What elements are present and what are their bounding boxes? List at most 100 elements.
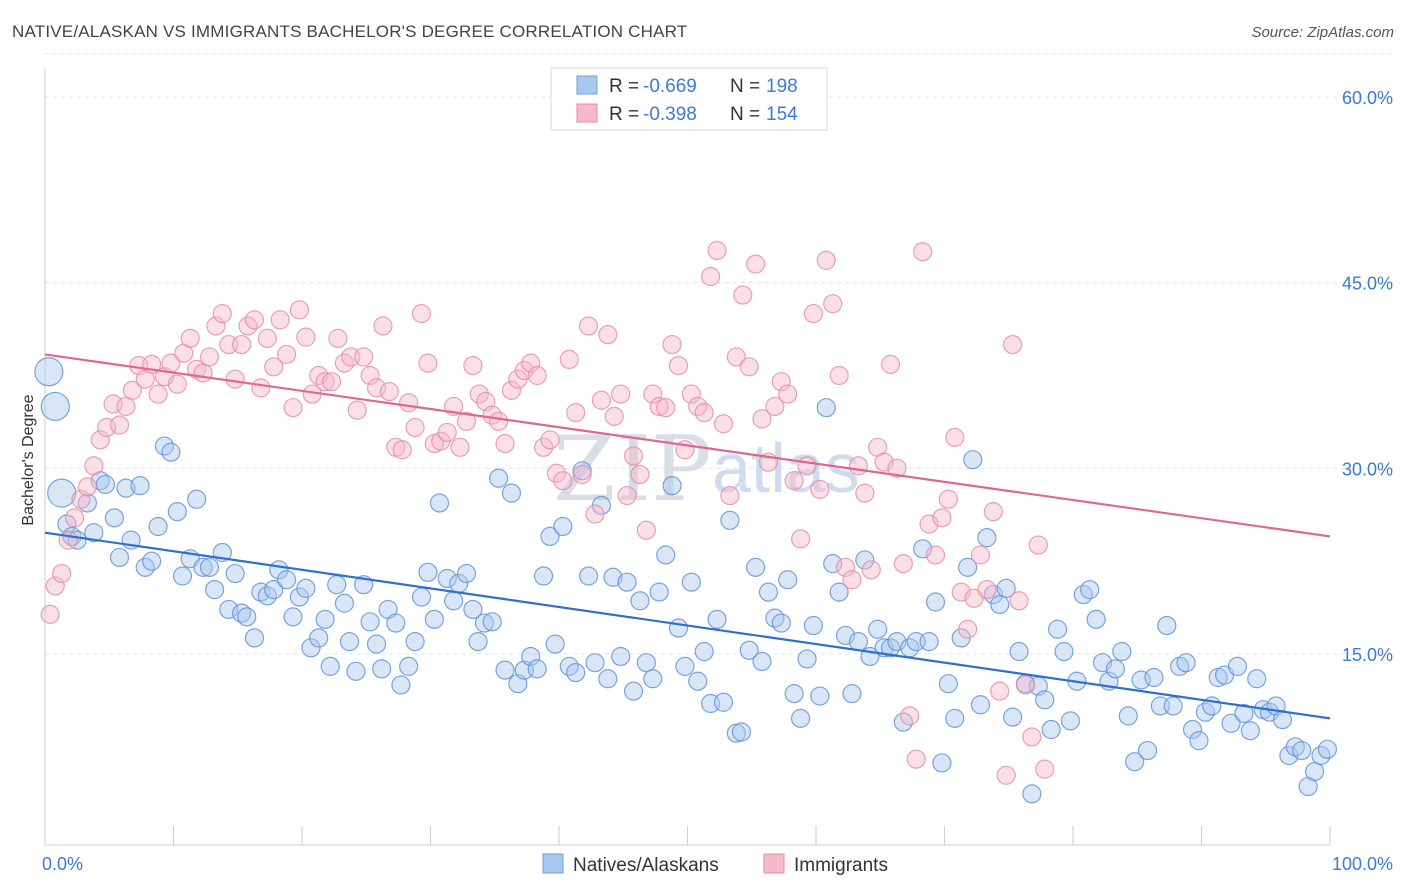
immigrant-point-82 bbox=[566, 403, 586, 423]
y-tick-label-15: 15.0% bbox=[1342, 645, 1393, 665]
native-point-32 bbox=[244, 628, 265, 648]
native-point-187 bbox=[1240, 721, 1260, 741]
immigrant-point-134 bbox=[900, 706, 920, 726]
immigrant-point-62 bbox=[437, 422, 457, 443]
native-point-171 bbox=[1137, 740, 1158, 761]
chart-title: NATIVE/ALASKAN VS IMMIGRANTS BACHELOR'S … bbox=[12, 22, 688, 41]
immigrant-point-88 bbox=[604, 406, 624, 426]
native-point-113 bbox=[765, 608, 785, 628]
immigrant-point-147 bbox=[983, 502, 1003, 522]
immigrant-point-127 bbox=[855, 483, 875, 503]
native-point-184 bbox=[1221, 713, 1241, 733]
bottom-legend-label-natives: Natives/Alaskans bbox=[573, 855, 719, 876]
legend-n-label-immigrants: N = bbox=[730, 104, 760, 125]
immigrant-point-17 bbox=[148, 384, 168, 404]
source-credit: Source: ZipAtlas.com bbox=[1251, 24, 1394, 41]
native-point-16 bbox=[142, 551, 162, 571]
native-point-108 bbox=[731, 722, 752, 742]
immigrant-point-48 bbox=[347, 400, 367, 420]
native-point-195 bbox=[1292, 740, 1312, 761]
native-point-63 bbox=[444, 591, 464, 611]
bottom-legend: Natives/Alaskans Immigrants bbox=[542, 853, 888, 876]
native-point-167 bbox=[1112, 641, 1132, 662]
native-point-145 bbox=[970, 695, 991, 715]
native-point-141 bbox=[945, 708, 965, 728]
native-point-101 bbox=[688, 671, 708, 691]
axes bbox=[44, 68, 1331, 846]
immigrant-point-83 bbox=[572, 464, 592, 485]
native-point-48 bbox=[346, 661, 366, 681]
native-point-146 bbox=[977, 528, 997, 548]
native-point-178 bbox=[1182, 719, 1203, 740]
bottom-legend-swatch-immigrants bbox=[763, 853, 785, 874]
immigrant-point-108 bbox=[733, 285, 753, 305]
native-point-185 bbox=[1227, 656, 1248, 676]
immigrant-point-116 bbox=[784, 471, 804, 491]
immigrant-point-104 bbox=[707, 240, 727, 261]
native-point-56 bbox=[399, 656, 419, 676]
immigrant-point-81 bbox=[559, 349, 579, 370]
immigrant-point-89 bbox=[611, 384, 631, 404]
native-point-105 bbox=[713, 692, 734, 712]
native-point-175 bbox=[1163, 696, 1183, 716]
immigrant-point-26 bbox=[206, 316, 226, 336]
immigrant-point-12 bbox=[116, 396, 136, 417]
native-point-143 bbox=[958, 557, 978, 577]
immigrant-point-75 bbox=[521, 353, 541, 373]
native-point-119 bbox=[803, 615, 824, 636]
native-point-72 bbox=[501, 483, 522, 503]
native-point-78 bbox=[540, 526, 560, 547]
immigrant-point-51 bbox=[366, 378, 387, 398]
native-point-19 bbox=[161, 442, 181, 462]
immigrant-point-125 bbox=[842, 570, 862, 590]
native-point-115 bbox=[778, 570, 798, 590]
native-point-84 bbox=[578, 566, 599, 586]
native-point-31 bbox=[237, 607, 257, 627]
immigrant-point-24 bbox=[193, 363, 213, 383]
native-point-12 bbox=[116, 478, 136, 498]
immigrant-point-65 bbox=[456, 411, 477, 431]
immigrant-point-103 bbox=[701, 266, 721, 287]
immigrant-point-52 bbox=[373, 316, 393, 336]
native-point-159 bbox=[1060, 711, 1081, 731]
immigrant-point-113 bbox=[765, 396, 785, 417]
native-point-158 bbox=[1054, 641, 1074, 662]
immigrant-point-84 bbox=[578, 316, 599, 336]
immigrant-point-117 bbox=[790, 529, 811, 549]
native-point-89 bbox=[611, 646, 631, 667]
immigrant-point-78 bbox=[540, 430, 560, 450]
y-axis-label: Bachelor's Degree bbox=[20, 394, 37, 525]
immigrant-point-20 bbox=[167, 374, 187, 394]
native-point-155 bbox=[1035, 690, 1055, 710]
native-point-99 bbox=[675, 656, 695, 676]
watermark: ZIP atlas bbox=[553, 417, 860, 522]
immigrant-point-139 bbox=[932, 508, 952, 528]
legend-r-label-natives: R = bbox=[609, 76, 639, 97]
immigrant-point-110 bbox=[746, 254, 766, 274]
immigrant-point-57 bbox=[405, 417, 425, 438]
immigrant-point-118 bbox=[797, 456, 817, 476]
bottom-legend-swatch-natives bbox=[542, 853, 564, 874]
native-point-40 bbox=[296, 578, 316, 598]
immigrant-point-22 bbox=[180, 328, 200, 348]
immigrant-point-35 bbox=[264, 357, 284, 377]
native-point-114 bbox=[771, 613, 791, 633]
immigrant-point-109 bbox=[739, 357, 759, 377]
native-point-177 bbox=[1176, 653, 1196, 673]
immigrant-point-107 bbox=[726, 347, 746, 367]
immigrant-point-151 bbox=[1009, 591, 1029, 611]
native-point-37 bbox=[276, 570, 297, 590]
immigrant-point-45 bbox=[328, 328, 348, 348]
immigrant-point-70 bbox=[489, 411, 509, 431]
native-point-126 bbox=[848, 632, 869, 652]
immigrant-point-8 bbox=[90, 430, 110, 450]
native-point-7 bbox=[84, 523, 104, 543]
y-tick-label-45: 45.0% bbox=[1342, 274, 1393, 294]
native-point-11 bbox=[109, 547, 130, 568]
immigrant-point-90 bbox=[617, 485, 637, 506]
immigrant-point-72 bbox=[501, 380, 522, 400]
native-point-54 bbox=[386, 613, 406, 633]
immigrant-point-49 bbox=[354, 347, 374, 367]
native-point-51 bbox=[366, 634, 387, 654]
